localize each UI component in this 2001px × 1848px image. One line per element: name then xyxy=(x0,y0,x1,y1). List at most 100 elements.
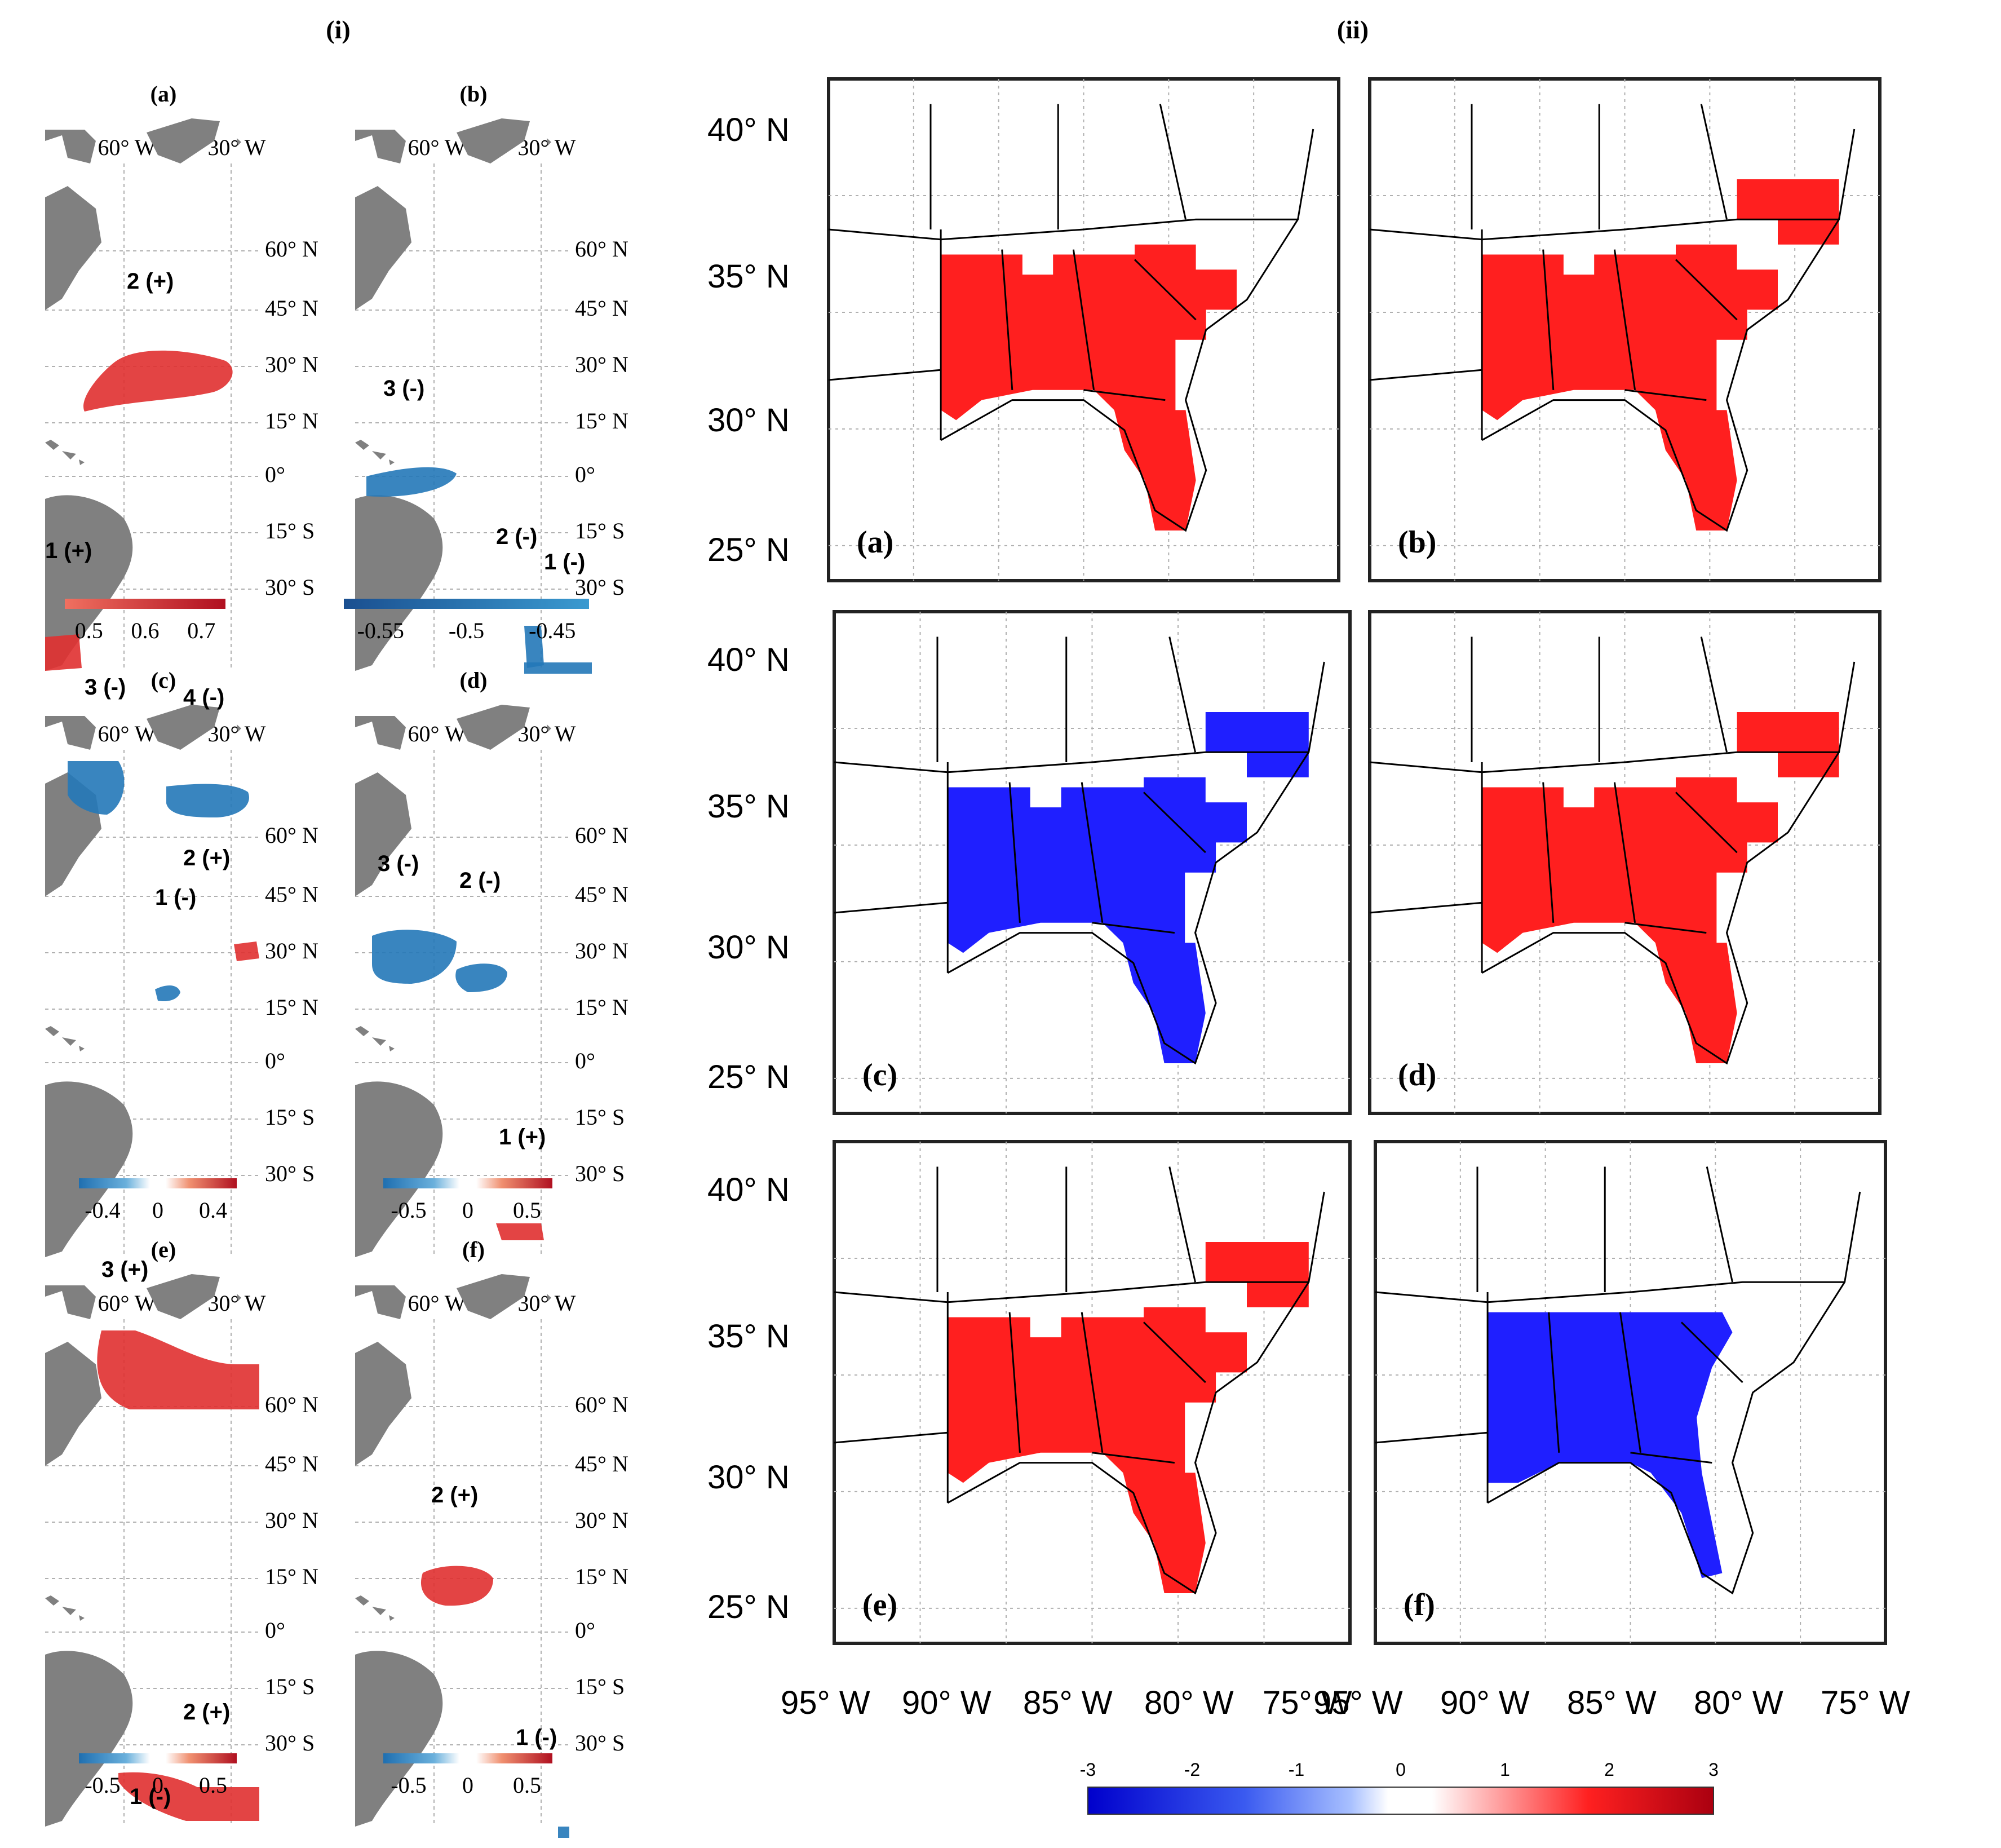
left-region-label: 2 (+) xyxy=(183,1700,230,1725)
bottom-colorbar-tick: -1 xyxy=(1289,1759,1304,1780)
left-lat-tick: 60° N xyxy=(265,236,318,262)
left-land xyxy=(355,716,406,750)
left-lon-tick: 60° W xyxy=(98,1290,156,1316)
left-colorbar-tick: 0.6 xyxy=(131,618,160,643)
left-land xyxy=(355,1285,406,1319)
right-state-border xyxy=(1619,1312,1642,1453)
left-region-blob xyxy=(496,1223,544,1240)
left-region-blob xyxy=(155,985,180,1002)
right-lat-tick: 25° N xyxy=(707,1059,790,1095)
left-lat-tick: 45° N xyxy=(575,1451,628,1476)
left-map: 3 (-) 2 (-) 1 (+) xyxy=(355,705,569,1257)
right-state-border xyxy=(1675,792,1738,854)
left-lat-tick: 30° N xyxy=(265,938,318,963)
right-panel-label: (a) xyxy=(857,525,893,560)
left-lat-tick: 0° xyxy=(265,1617,285,1643)
right-panel-b: (b) xyxy=(1368,77,1882,582)
right-panel-label: (e) xyxy=(862,1588,897,1622)
right-lon-tick: 85° W xyxy=(1023,1685,1113,1721)
bottom-colorbar-tick: 0 xyxy=(1396,1759,1406,1780)
left-land xyxy=(45,1081,133,1257)
left-land xyxy=(355,130,406,163)
left-lon-tick: 30° W xyxy=(517,721,575,746)
right-state-border xyxy=(1630,1452,1712,1464)
left-region-blob xyxy=(366,467,457,497)
right-state-border xyxy=(834,1281,1309,1303)
right-panels: (a) (b) (c) (d) (e) (f) xyxy=(827,77,1887,1645)
right-lon-tick: 95° W xyxy=(1313,1685,1403,1721)
left-region-blob xyxy=(558,1827,569,1838)
right-panel-e: (e) xyxy=(833,1140,1352,1645)
left-lat-tick: 60° N xyxy=(575,236,628,262)
left-land xyxy=(147,1274,220,1319)
left-panel-label: (d) xyxy=(460,667,488,693)
right-lat-tick: 30° N xyxy=(707,1459,790,1496)
left-land xyxy=(457,118,530,163)
left-colorbar-tick: -0.4 xyxy=(85,1197,120,1223)
left-land xyxy=(45,1651,133,1827)
left-region-blob xyxy=(45,634,82,671)
left-lat-tick: 45° N xyxy=(575,295,628,321)
left-lon-tick: 60° W xyxy=(408,721,466,746)
left-colorbar-bar xyxy=(79,1178,237,1188)
left-lat-tick: 0° xyxy=(575,1048,595,1073)
left-lat-tick: 15° S xyxy=(265,518,315,543)
bottom-colorbar: -3 -2 -1 0 1 2 3 xyxy=(1080,1759,1719,1815)
left-map: 3 (+) 2 (+) 1 (-) xyxy=(45,1257,259,1827)
right-lat-tick: 35° N xyxy=(707,788,790,825)
left-colorbar: -0.5 0 0.5 xyxy=(383,1753,552,1798)
right-state-border xyxy=(1624,922,1707,934)
bottom-colorbar-bar xyxy=(1087,1787,1714,1815)
left-land xyxy=(45,495,133,671)
left-region-blob xyxy=(234,941,259,961)
left-region-blob xyxy=(83,350,233,412)
left-lat-tick: 0° xyxy=(575,462,595,487)
right-state-border xyxy=(1001,249,1013,390)
left-lat-tick: 60° N xyxy=(575,1392,628,1417)
left-region-blob xyxy=(455,963,507,992)
left-land xyxy=(147,118,220,163)
right-panel-c: (c) xyxy=(833,610,1352,1115)
left-colorbar: -0.55 -0.5 -0.45 xyxy=(344,599,589,643)
left-lat-tick: 30° S xyxy=(575,1161,625,1186)
right-state-border xyxy=(947,1191,1325,1595)
right-state-border xyxy=(1613,782,1636,923)
left-region-label: 3 (+) xyxy=(101,1257,148,1282)
right-panel-label: (b) xyxy=(1398,525,1436,560)
left-land xyxy=(355,1595,395,1621)
left-lat-tick: 15° N xyxy=(575,408,628,434)
right-state-border xyxy=(1481,129,1856,532)
right-state-border xyxy=(1369,901,1482,914)
left-colorbar-tick: 0.7 xyxy=(187,618,215,643)
left-panel-label: (b) xyxy=(460,81,488,107)
left-colorbar-bar xyxy=(65,599,225,609)
left-colorbar-bar xyxy=(344,599,589,609)
left-land xyxy=(45,1285,96,1319)
left-lat-tick: 15° N xyxy=(265,408,318,434)
right-shaded-area xyxy=(1737,179,1839,245)
left-land xyxy=(237,138,241,145)
left-panel-f: (f) 60° W 30° W 2 (+) 1 (-) 60° N 45° N 30° N 15… xyxy=(355,1237,628,1838)
left-colorbar-tick: 0.4 xyxy=(199,1197,227,1223)
left-region-label: 2 (+) xyxy=(431,1483,478,1507)
left-panel-d: (d) 60° W 30° W 3 (-) 2 (-) 1 (+) 60° N 45° N 30… xyxy=(355,667,628,1257)
right-lon-tick: 95° W xyxy=(781,1685,870,1721)
right-lat-tick: 30° N xyxy=(707,929,790,966)
left-lon-tick: 30° W xyxy=(207,1290,265,1316)
left-colorbar-tick: 0.5 xyxy=(513,1197,541,1223)
right-state-border xyxy=(1168,1166,1196,1283)
left-panel-label: (e) xyxy=(151,1237,176,1262)
right-lon-tick: 90° W xyxy=(902,1685,991,1721)
left-colorbar-bar xyxy=(79,1753,237,1763)
right-state-border xyxy=(1548,1312,1560,1453)
right-state-border xyxy=(828,369,941,381)
right-panel-d: (d) xyxy=(1368,610,1882,1115)
right-lat-tick: 25° N xyxy=(707,1589,790,1625)
right-state-border xyxy=(1134,259,1197,321)
left-map: 2 (+) 1 (-) xyxy=(355,1274,569,1838)
right-state-border xyxy=(1613,249,1636,391)
left-region-label: 1 (+) xyxy=(45,538,92,563)
left-lat-tick: 30° S xyxy=(575,574,625,600)
left-colorbar-bar xyxy=(383,1178,552,1188)
left-map: 3 (-) 4 (-) 2 (+) 1 (-) xyxy=(45,675,259,1257)
